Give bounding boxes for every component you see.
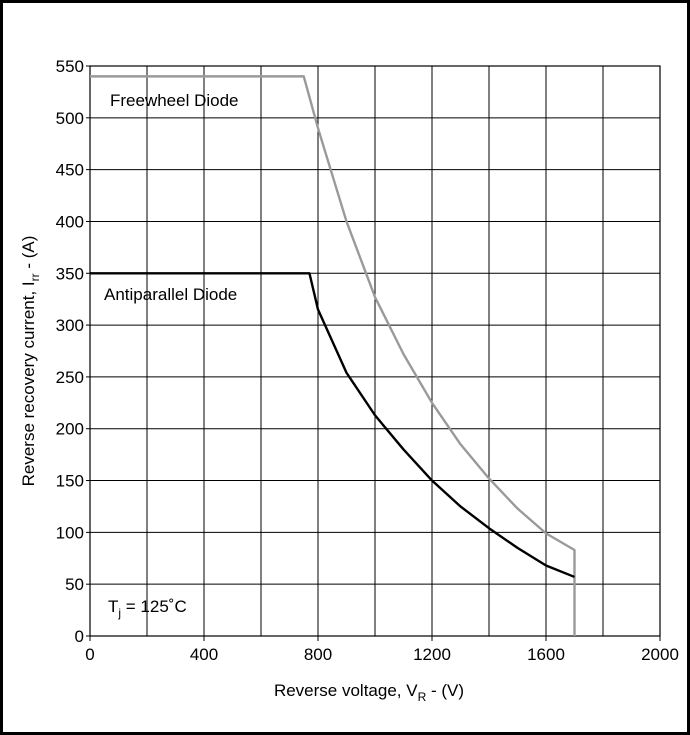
x-axis-label-tail: - (V) bbox=[426, 681, 464, 700]
x-axis-label-sub: R bbox=[418, 690, 427, 704]
y-axis-label-sub: rr bbox=[28, 273, 42, 281]
y-tick-label: 250 bbox=[56, 368, 84, 387]
x-tick-label: 0 bbox=[85, 645, 94, 664]
y-tick-label: 500 bbox=[56, 109, 84, 128]
annotation-t: T bbox=[108, 597, 118, 616]
y-tick-label: 100 bbox=[56, 523, 84, 542]
y-tick-label: 50 bbox=[65, 575, 84, 594]
x-tick-label: 1200 bbox=[413, 645, 451, 664]
series-labels: Freewheel Diode Antiparallel Diode bbox=[104, 91, 239, 304]
x-tick-label: 2000 bbox=[641, 645, 679, 664]
y-axis-label-main: Reverse recovery current, I bbox=[19, 281, 38, 486]
y-tick-label: 150 bbox=[56, 472, 84, 491]
temperature-annotation: Tj = 125˚C bbox=[108, 597, 187, 620]
series-layer bbox=[90, 75, 576, 636]
x-tick-label: 400 bbox=[190, 645, 218, 664]
x-tick-label: 1600 bbox=[527, 645, 565, 664]
label-antiparallel-diode: Antiparallel Diode bbox=[104, 285, 237, 304]
y-tick-label: 450 bbox=[56, 161, 84, 180]
grid-lines bbox=[90, 66, 660, 636]
y-axis-label-tail: - (A) bbox=[19, 236, 38, 274]
x-tick-labels: 0 400 800 1200 1600 2000 bbox=[85, 636, 679, 664]
x-axis-label-main: Reverse voltage, V bbox=[274, 681, 418, 700]
annotation-sub: j bbox=[117, 606, 121, 620]
y-tick-label: 350 bbox=[56, 264, 84, 283]
y-tick-labels: 0 50 100 150 200 250 300 350 400 450 500 550 bbox=[56, 57, 90, 646]
y-tick-label: 200 bbox=[56, 420, 84, 439]
y-tick-label: 550 bbox=[56, 57, 84, 76]
y-axis-label: Reverse recovery current, Irr - (A) bbox=[19, 236, 42, 487]
series-line-freewheel-diode bbox=[90, 75, 576, 636]
label-freewheel-diode: Freewheel Diode bbox=[110, 91, 239, 110]
y-tick-label: 400 bbox=[56, 212, 84, 231]
annotation-rest: = 125˚C bbox=[121, 597, 187, 616]
y-tick-label: 0 bbox=[75, 627, 84, 646]
y-tick-label: 300 bbox=[56, 316, 84, 335]
series-line-antiparallel-diode bbox=[90, 272, 575, 579]
plot-border bbox=[89, 65, 661, 637]
x-tick-label: 800 bbox=[304, 645, 332, 664]
x-axis-label: Reverse voltage, VR - (V) bbox=[274, 681, 464, 704]
